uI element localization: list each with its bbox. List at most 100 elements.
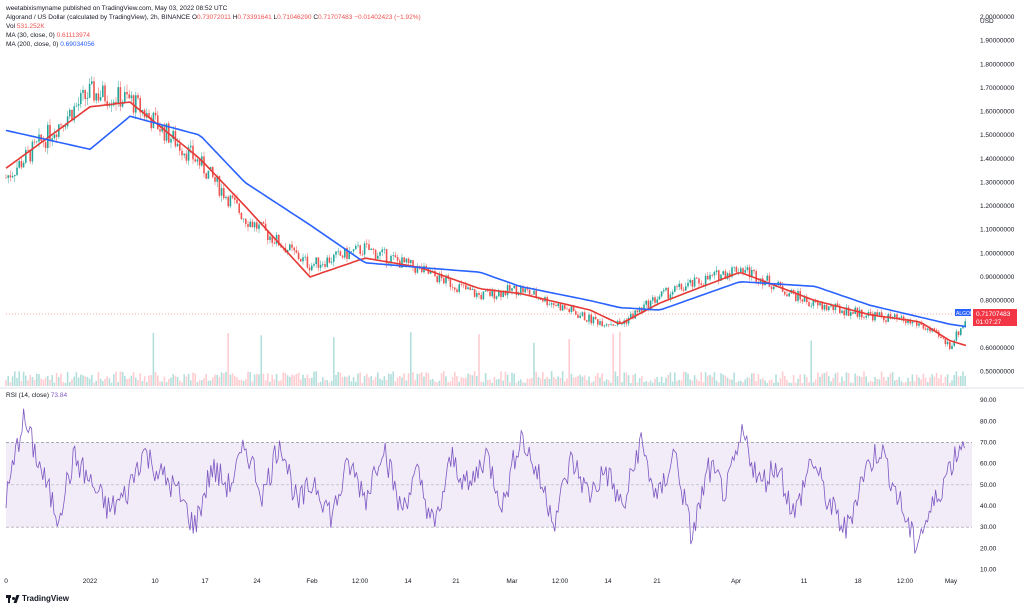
price-tick-label: 1.20000000 — [980, 203, 1015, 210]
time-tick-label: 2022 — [83, 578, 98, 585]
volume-bar — [234, 375, 236, 386]
volume-bar — [940, 374, 942, 386]
volume-bar — [821, 373, 823, 386]
candle-body — [770, 286, 773, 290]
candle-body — [561, 305, 564, 311]
candle-body — [491, 289, 493, 297]
volume-bar — [198, 380, 201, 386]
candle-body — [575, 311, 577, 315]
ma-line — [5, 115, 967, 328]
volume-bar — [823, 373, 826, 386]
price-tick-label: 1.50000000 — [980, 132, 1015, 139]
candle-body — [718, 270, 720, 281]
volume-bar — [603, 381, 606, 386]
volume-bar — [539, 378, 542, 386]
volume-bar — [638, 378, 641, 386]
volume-bar — [927, 381, 929, 386]
candle-body — [885, 320, 887, 322]
candle-body — [414, 267, 416, 273]
candle-body — [29, 150, 31, 162]
volume-bar — [179, 380, 181, 386]
candle-body — [674, 286, 676, 292]
candle-body — [621, 323, 623, 325]
volume-bar — [905, 382, 907, 386]
candle-body — [949, 341, 951, 349]
volume-bar — [231, 373, 234, 386]
volume-bar — [291, 374, 293, 386]
volume-bar — [808, 382, 810, 386]
volume-bar — [636, 382, 639, 386]
volume-bar — [515, 382, 518, 386]
volume-bar — [570, 373, 573, 386]
volume-bar — [786, 379, 788, 386]
candle-body — [218, 176, 221, 196]
candle-body — [198, 159, 201, 166]
volume-bar — [181, 382, 183, 386]
volume-bar — [209, 380, 212, 386]
volume-bar — [605, 379, 608, 386]
candle-body — [498, 291, 500, 297]
volume-bar — [196, 381, 199, 386]
volume-bar — [82, 375, 84, 386]
candle-body — [566, 308, 568, 310]
candle-body — [403, 257, 405, 263]
candle-body — [660, 291, 663, 297]
volume-bar — [432, 378, 434, 386]
volume-bar — [456, 376, 458, 386]
candle-body — [194, 159, 196, 162]
candle-body — [929, 328, 931, 332]
volume-bar — [5, 380, 7, 386]
candle-body — [627, 317, 630, 324]
candle-body — [278, 234, 280, 246]
candle-body — [872, 313, 874, 321]
volume-bar — [33, 379, 36, 386]
rsi-tick-label: 50.00 — [980, 482, 997, 489]
volume-bar — [964, 375, 966, 386]
volume-bar — [511, 372, 513, 386]
volume-bar — [38, 374, 40, 386]
volume-bar — [484, 373, 487, 386]
candle-body — [845, 307, 848, 316]
volume-bar — [946, 374, 949, 386]
candle-body — [559, 303, 562, 311]
volume-bar — [185, 376, 188, 386]
candle-body — [394, 255, 397, 257]
volume-bar — [40, 378, 42, 386]
volume-bar — [47, 375, 49, 386]
volume-bar — [247, 371, 249, 386]
volume-bar — [775, 374, 777, 386]
volume-bar — [330, 380, 333, 386]
volume-bar — [253, 374, 256, 386]
candle-body — [275, 234, 278, 244]
candle-body — [480, 294, 482, 300]
volume-bar — [405, 380, 408, 386]
volume-bar — [951, 380, 953, 386]
volume-bar — [880, 371, 883, 386]
candle-body — [722, 271, 724, 275]
volume-bar — [524, 382, 526, 386]
candle-body — [291, 244, 293, 248]
time-tick-label: May — [945, 578, 958, 585]
price-tick-label: 1.80000000 — [980, 61, 1015, 68]
candle-body — [240, 212, 243, 220]
candle-body — [187, 147, 190, 161]
candle-body — [803, 296, 806, 302]
volume-bar — [418, 373, 421, 386]
candle-body — [878, 312, 881, 316]
candle-body — [876, 312, 878, 316]
volume-bar — [49, 379, 51, 386]
price-tick-label: 2.00000000 — [980, 14, 1015, 21]
candle-body — [509, 285, 511, 291]
volume-bar — [467, 373, 469, 386]
candle-body — [702, 285, 705, 286]
candle-body — [603, 325, 606, 327]
candle-body — [740, 268, 742, 273]
volume-bar — [682, 371, 685, 386]
volume-bar — [377, 372, 379, 386]
volume-bar — [447, 382, 449, 386]
candle-body — [836, 303, 839, 306]
candle-body — [370, 248, 372, 250]
volume-bar — [251, 381, 254, 386]
candle-body — [18, 160, 20, 168]
